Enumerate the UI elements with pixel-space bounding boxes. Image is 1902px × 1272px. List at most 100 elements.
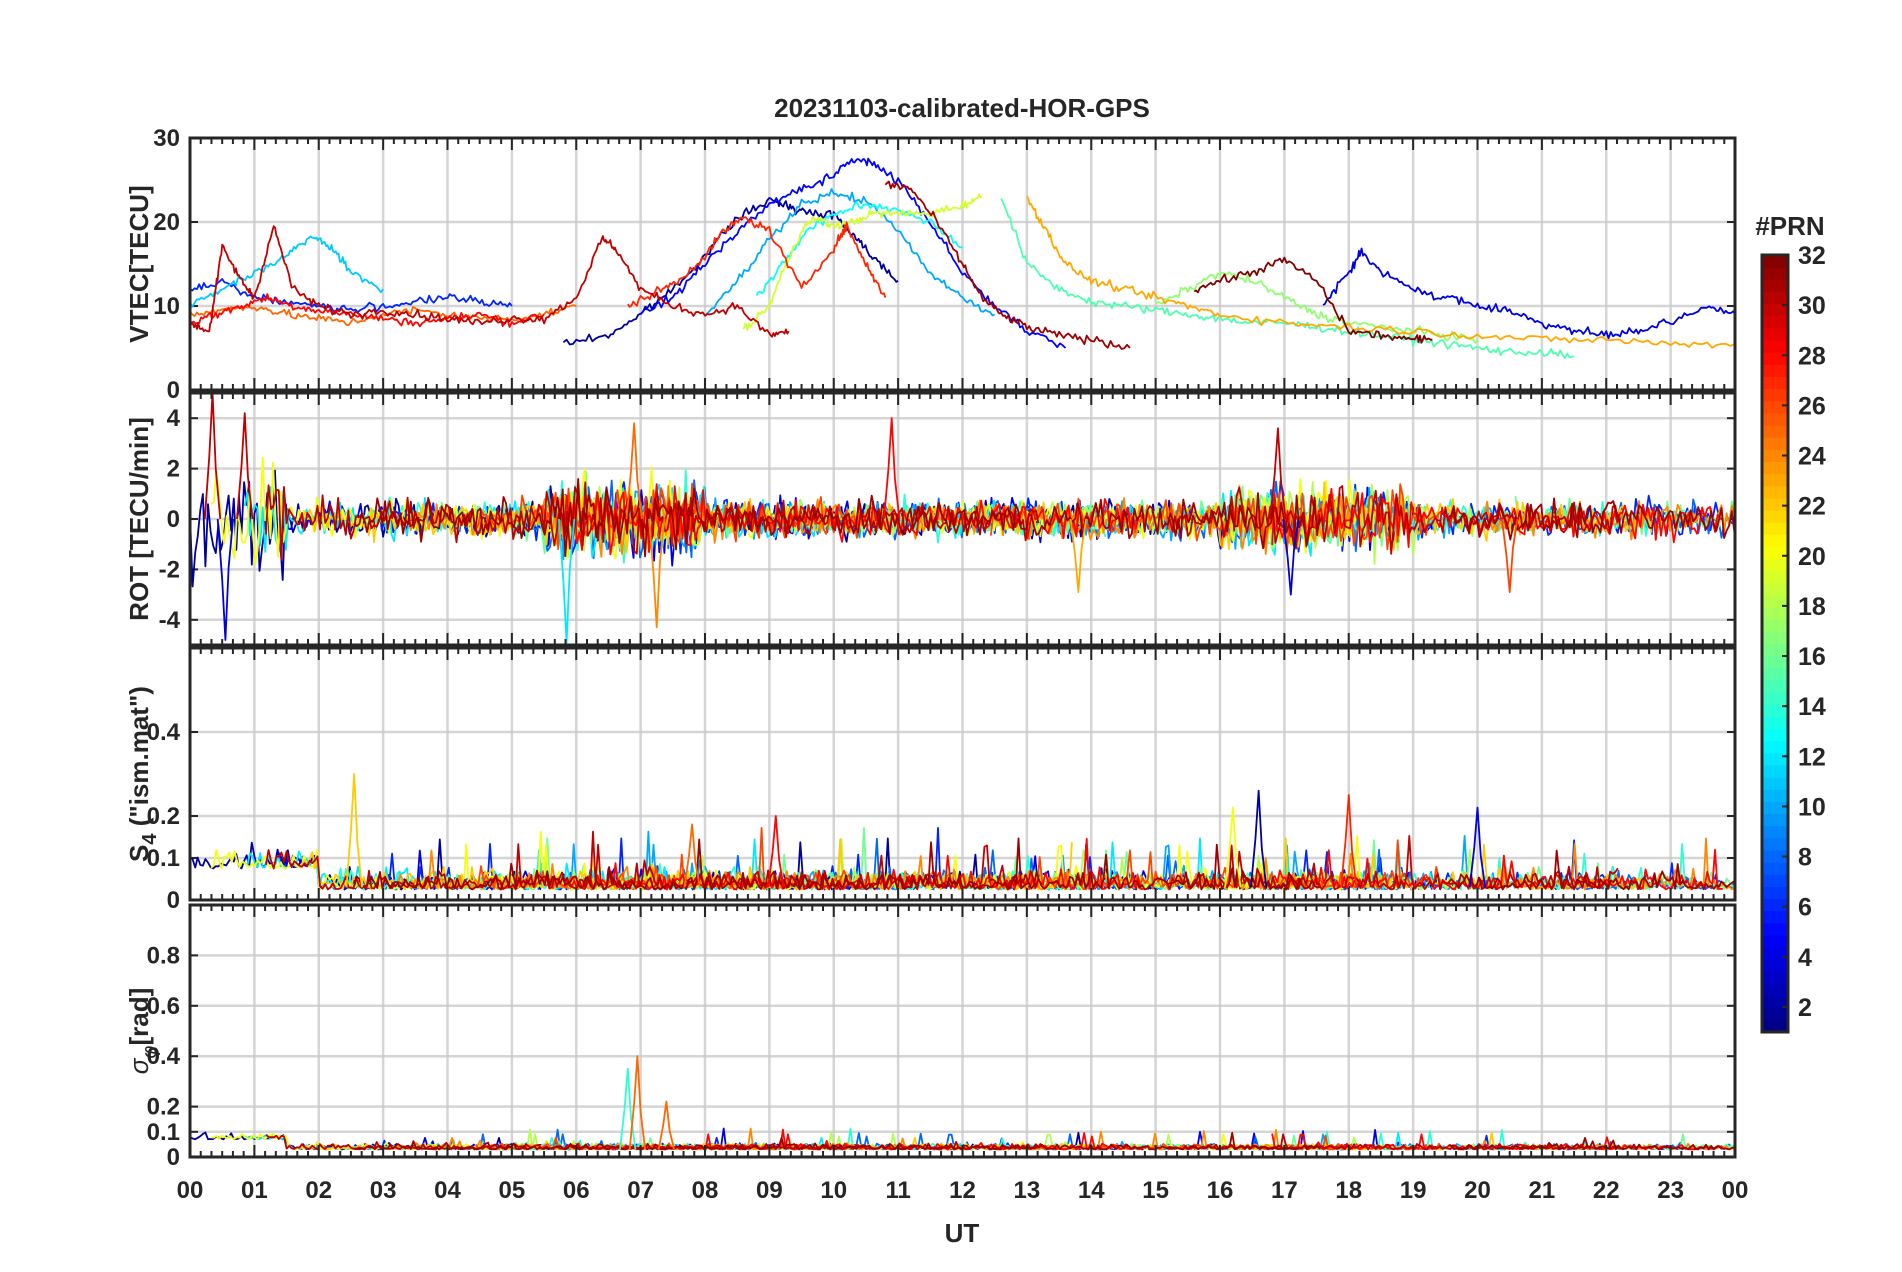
rot-peak-prn-30: [236, 412, 254, 520]
panel-rot-ylabel: ROT [TECU/min]: [124, 417, 154, 621]
sigma_phi-trace-prn-31: [1448, 1137, 1735, 1151]
colorbar-segment: [1762, 1019, 1788, 1033]
colorbar-segment: [1762, 400, 1788, 414]
s4-peak-prn-25: [683, 823, 701, 888]
panel-s4-frame: [188, 646, 1737, 902]
panel-sigma_phi-ytick-label: 0: [167, 1144, 180, 1171]
rot-trace-prn-31: [353, 478, 1321, 558]
colorbar-tick-label: 24: [1798, 443, 1826, 471]
colorbar-segment: [1762, 534, 1788, 547]
colorbar-tick-label: 22: [1798, 493, 1826, 521]
ylabel-sub: 4: [139, 833, 161, 845]
colorbar-segment: [1762, 449, 1788, 462]
colorbar-tick-label: 30: [1798, 292, 1826, 320]
vtec-trace-prn-5: [639, 157, 1067, 349]
s4-trace-prn-28: [1271, 848, 1723, 891]
colorbar-segment: [1762, 267, 1788, 280]
colorbar-segment: [1762, 947, 1788, 960]
rot-peak-prn-12: [557, 518, 576, 644]
colorbar-segment: [1762, 910, 1788, 924]
panel-s4-ytick-label: 0.1: [147, 845, 180, 872]
colorbar-segment: [1762, 1007, 1788, 1021]
panel-s4: 00.10.20.4S4 ("ism.mat"): [124, 646, 1737, 914]
s4-trace-prn-30: [265, 830, 1040, 891]
sigma_phi-peak-prn-25: [657, 1100, 675, 1150]
colorbar-segment: [1762, 922, 1788, 936]
panel-sigma_phi-ytick-label: 0.2: [147, 1094, 180, 1121]
s4-peak-prn-28: [767, 815, 785, 888]
rot-peak-prn-30: [203, 393, 222, 520]
s4-peak-prn-27: [1340, 794, 1358, 888]
x-tick-label: 02: [305, 1177, 332, 1204]
panel-sigma_phi-ylabel: σφ[rad]: [124, 988, 161, 1075]
x-tick-label: 17: [1271, 1177, 1298, 1204]
s4-peak-prn-2: [1250, 789, 1268, 888]
ylabel-sub: φ: [139, 1046, 161, 1059]
colorbar-segment: [1762, 327, 1788, 341]
colorbar-segment: [1762, 437, 1788, 450]
vtec-trace-prn-30: [190, 225, 790, 338]
vtec-trace-prn-27: [627, 216, 887, 308]
colorbar-tick-label: 2: [1798, 994, 1812, 1022]
x-axis-label: UT: [945, 1218, 980, 1248]
x-tick-label: 21: [1529, 1177, 1556, 1204]
ylabel-main: S: [124, 845, 154, 862]
colorbar-segment: [1762, 376, 1788, 390]
colorbar-segment: [1762, 728, 1788, 742]
colorbar-segment: [1762, 777, 1788, 790]
colorbar-segment: [1762, 631, 1788, 645]
rot-peak-prn-26: [1501, 518, 1519, 593]
panel-sigma_phi-ytick-label: 0.1: [147, 1119, 180, 1146]
panel-sigma_phi-ytick-label: 0.8: [147, 942, 180, 969]
colorbar-segment: [1762, 898, 1788, 912]
colorbar-segment: [1762, 509, 1788, 523]
colorbar-segment: [1762, 594, 1788, 608]
vtec-trace-prn-28: [190, 293, 545, 328]
colorbar-segment: [1762, 570, 1788, 584]
x-axis: 00 01 02 03 04 05 06 07 08 09 10 11 12 13 14 15 16 17 18 19…: [177, 1177, 1749, 1204]
vtec-trace-prn-6: [190, 278, 513, 315]
panel-s4-ytick-label: 0: [167, 887, 180, 914]
x-tick-label: 16: [1207, 1177, 1234, 1204]
panel-sigma_phi-ytick-label: 0.6: [147, 993, 180, 1020]
x-tick-label: 11: [885, 1177, 910, 1204]
rot-peak-prn-4: [1282, 518, 1300, 596]
colorbar-tick-label: 32: [1798, 242, 1826, 270]
panel-rot-ytick-label: 0: [167, 506, 180, 533]
colorbar-segment: [1762, 558, 1788, 572]
x-tick-label: 13: [1014, 1177, 1041, 1204]
colorbar-tick-label: 18: [1798, 593, 1826, 621]
vtec-trace-prn-10: [704, 188, 996, 317]
colorbar-segment: [1762, 801, 1788, 815]
panel-vtec: 0 10 20 30 VTEC[TECU]: [124, 125, 1737, 404]
x-tick-label: 00: [1722, 1177, 1749, 1204]
x-tick-label: 19: [1400, 1177, 1427, 1204]
vtec-trace-prn-11: [190, 235, 384, 308]
colorbar-segment: [1762, 862, 1788, 875]
vtec-trace-prn-15: [1000, 198, 1575, 360]
x-tick-label: 09: [756, 1177, 783, 1204]
colorbar-segment: [1762, 388, 1788, 402]
colorbar-segment: [1762, 764, 1788, 778]
panel-s4-traces: [190, 773, 1735, 891]
chart-title: 20231103-calibrated-HOR-GPS: [774, 93, 1150, 123]
rot-peak-prn-24: [648, 518, 666, 629]
x-tick-label: 04: [434, 1177, 461, 1204]
panel-rot-frame: [188, 391, 1737, 647]
x-tick-label: 12: [949, 1177, 976, 1204]
panel-rot-ytick-label: -2: [159, 556, 180, 583]
colorbar-tick-label: 16: [1798, 643, 1826, 671]
vtec-trace-prn-32: [1193, 256, 1433, 344]
colorbar-segment: [1762, 473, 1788, 487]
colorbar-segment: [1762, 485, 1788, 499]
panel-vtec-traces: [190, 157, 1735, 360]
rot-trace-prn-31: [1448, 497, 1735, 541]
colorbar-tick-label: 4: [1798, 944, 1812, 972]
vtec-trace-prn-25: [190, 304, 577, 327]
colorbar-segment: [1762, 886, 1788, 900]
rot-peak-prn-25: [625, 422, 643, 520]
colorbar-segment: [1762, 995, 1788, 1009]
colorbar-segment: [1762, 582, 1788, 596]
